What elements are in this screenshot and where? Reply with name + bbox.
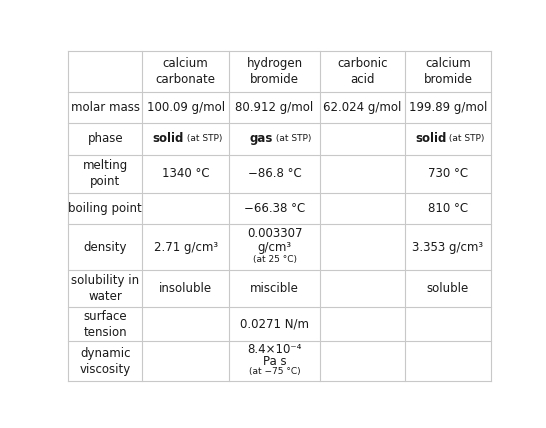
Text: 2.71 g/cm³: 2.71 g/cm³ — [153, 241, 218, 253]
Text: 80.912 g/mol: 80.912 g/mol — [235, 101, 313, 114]
Text: solubility in
water: solubility in water — [71, 274, 139, 303]
Text: calcium
bromide: calcium bromide — [424, 57, 472, 86]
Text: solid: solid — [152, 132, 184, 146]
Text: −86.8 °C: −86.8 °C — [248, 167, 301, 180]
Text: surface
tension: surface tension — [84, 309, 127, 339]
Text: (at STP): (at STP) — [184, 134, 222, 143]
Text: 3.353 g/cm³: 3.353 g/cm³ — [412, 241, 484, 253]
Text: soluble: soluble — [427, 282, 469, 295]
Text: 199.89 g/mol: 199.89 g/mol — [409, 101, 487, 114]
Text: 1340 °C: 1340 °C — [162, 167, 210, 180]
Text: (at −75 °C): (at −75 °C) — [249, 367, 300, 376]
Text: 730 °C: 730 °C — [428, 167, 468, 180]
Text: 100.09 g/mol: 100.09 g/mol — [147, 101, 225, 114]
Text: (at STP): (at STP) — [446, 134, 485, 143]
Text: (at STP): (at STP) — [273, 134, 311, 143]
Text: dynamic
viscosity: dynamic viscosity — [80, 347, 131, 375]
Text: gas: gas — [250, 132, 273, 146]
Text: insoluble: insoluble — [159, 282, 212, 295]
Text: miscible: miscible — [250, 282, 299, 295]
Text: 8.4×10⁻⁴: 8.4×10⁻⁴ — [247, 342, 302, 356]
Text: −66.38 °C: −66.38 °C — [244, 202, 305, 215]
Text: boiling point: boiling point — [68, 202, 142, 215]
Text: carbonic
acid: carbonic acid — [337, 57, 388, 86]
Text: calcium
carbonate: calcium carbonate — [156, 57, 216, 86]
Text: solid: solid — [415, 132, 446, 146]
Text: molar mass: molar mass — [71, 101, 140, 114]
Text: 62.024 g/mol: 62.024 g/mol — [323, 101, 401, 114]
Text: 810 °C: 810 °C — [428, 202, 468, 215]
Text: Pa s: Pa s — [263, 354, 286, 368]
Text: phase: phase — [87, 132, 123, 146]
Text: melting
point: melting point — [82, 159, 128, 188]
Text: hydrogen
bromide: hydrogen bromide — [246, 57, 302, 86]
Text: 0.0271 N/m: 0.0271 N/m — [240, 318, 309, 330]
Text: density: density — [84, 241, 127, 253]
Text: g/cm³: g/cm³ — [258, 241, 292, 253]
Text: (at 25 °C): (at 25 °C) — [253, 255, 296, 264]
Text: 0.003307: 0.003307 — [247, 227, 302, 240]
